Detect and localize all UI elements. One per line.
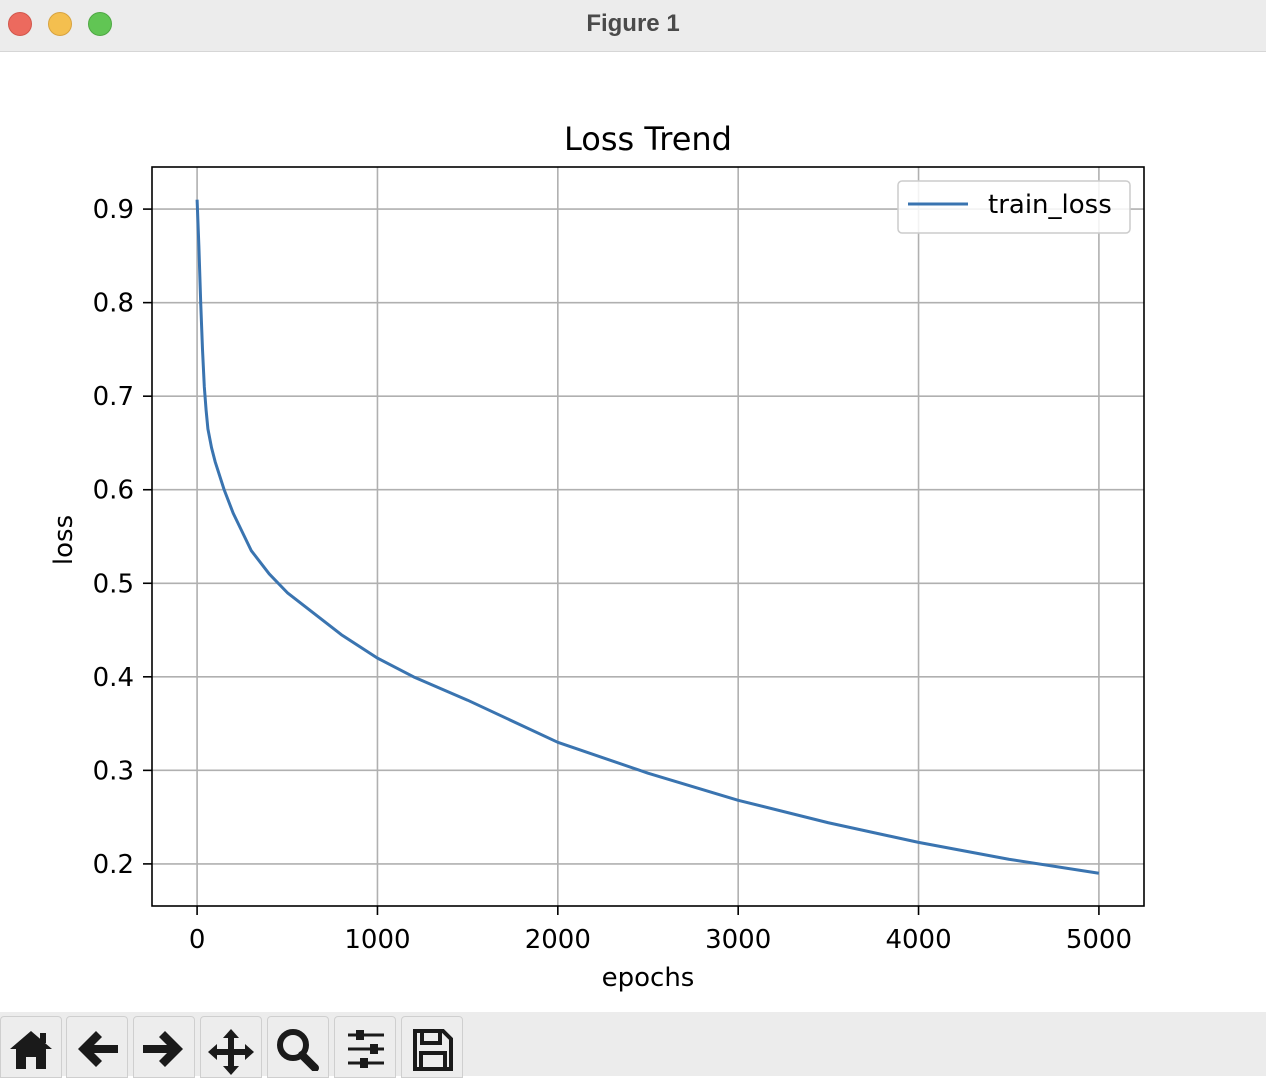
close-window-button[interactable] xyxy=(8,12,32,36)
legend-box xyxy=(897,180,1131,234)
x-tick-label: 4000 xyxy=(885,925,951,955)
forward-arrow-icon xyxy=(143,1031,183,1067)
x-axis-label: epochs xyxy=(602,963,695,993)
forward-button[interactable] xyxy=(133,1016,195,1078)
chart-title: Loss Trend xyxy=(564,120,732,158)
axes-frame xyxy=(151,166,1145,907)
y-tick-label: 0.9 xyxy=(93,195,134,225)
x-tick-label: 2000 xyxy=(525,925,591,955)
pan-button[interactable] xyxy=(200,1016,262,1078)
axis-ticks: 0 1000 2000 3000 4000 5000 0.2 0.3 0.4 0.5 0.6 0.7 0… xyxy=(93,195,1132,955)
y-tick-label: 0.4 xyxy=(93,663,134,693)
zoom-button[interactable] xyxy=(267,1016,329,1078)
legend-label-train-loss: train_loss xyxy=(988,190,1112,220)
y-tick-label: 0.6 xyxy=(93,476,134,506)
grid-lines xyxy=(152,167,1144,906)
y-axis-label: loss xyxy=(49,515,79,565)
x-tick-label: 5000 xyxy=(1066,925,1132,955)
back-arrow-icon xyxy=(78,1031,118,1067)
save-button[interactable] xyxy=(401,1016,463,1078)
back-button[interactable] xyxy=(66,1016,128,1078)
x-tick-label: 1000 xyxy=(344,925,410,955)
window-titlebar: Figure 1 xyxy=(0,0,1266,52)
window-title: Figure 1 xyxy=(586,10,680,37)
figure-canvas: 0 1000 2000 3000 4000 5000 0.2 0.3 0.4 0.5 0.6 0.7 0… xyxy=(0,52,1266,1012)
home-icon xyxy=(10,1031,52,1069)
series-line-train-loss xyxy=(195,199,1100,875)
y-tick-label: 0.2 xyxy=(93,850,134,880)
zoom-window-button[interactable] xyxy=(88,12,112,36)
y-tick-label: 0.5 xyxy=(93,569,134,599)
x-tick-label: 0 xyxy=(189,925,206,955)
y-tick-label: 0.3 xyxy=(93,756,134,786)
series-layer xyxy=(195,199,1100,875)
minimize-window-button[interactable] xyxy=(48,12,72,36)
zoom-magnifier-icon xyxy=(277,1029,319,1071)
save-icon xyxy=(413,1029,453,1071)
y-tick-label: 0.8 xyxy=(93,289,134,319)
home-button[interactable] xyxy=(0,1016,62,1078)
pan-icon xyxy=(208,1029,254,1075)
legend: train_loss xyxy=(897,180,1131,234)
x-tick-label: 3000 xyxy=(705,925,771,955)
y-tick-label: 0.7 xyxy=(93,382,134,412)
configure-subplots-icon xyxy=(348,1030,384,1068)
navigation-toolbar xyxy=(0,1012,1266,1078)
configure-subplots-button[interactable] xyxy=(334,1016,396,1078)
